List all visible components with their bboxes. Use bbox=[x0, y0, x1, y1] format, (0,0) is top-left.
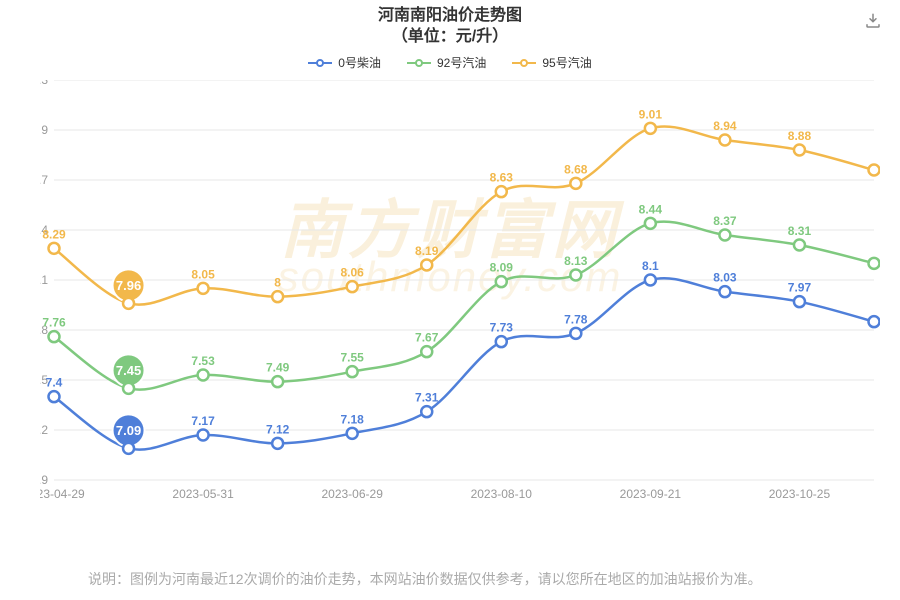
svg-text:7.45: 7.45 bbox=[116, 363, 141, 378]
svg-text:7.31: 7.31 bbox=[415, 391, 439, 405]
legend-label: 95号汽油 bbox=[542, 54, 591, 71]
legend: 0号柴油 92号汽油 95号汽油 bbox=[0, 54, 900, 71]
legend-swatch-diesel0 bbox=[308, 57, 332, 69]
svg-text:8: 8 bbox=[274, 276, 281, 290]
svg-text:9.3: 9.3 bbox=[40, 80, 48, 87]
legend-dot bbox=[316, 59, 324, 67]
svg-text:8.19: 8.19 bbox=[415, 244, 439, 258]
legend-label: 0号柴油 bbox=[338, 54, 381, 71]
svg-text:7.53: 7.53 bbox=[191, 354, 215, 368]
svg-text:2023-05-31: 2023-05-31 bbox=[172, 487, 234, 501]
svg-text:7.76: 7.76 bbox=[42, 316, 66, 330]
svg-text:8.05: 8.05 bbox=[191, 267, 215, 281]
legend-dot bbox=[520, 59, 528, 67]
svg-text:8.1: 8.1 bbox=[40, 273, 48, 287]
svg-text:7.17: 7.17 bbox=[191, 414, 215, 428]
legend-label: 92号汽油 bbox=[437, 54, 486, 71]
chart-title-line2: （单位：元/升） bbox=[0, 27, 900, 48]
chart-title: 河南南阳油价走势图 （单位：元/升） bbox=[0, 0, 900, 48]
svg-text:7.09: 7.09 bbox=[116, 423, 141, 438]
download-icon[interactable] bbox=[864, 12, 882, 30]
legend-swatch-gas92 bbox=[407, 57, 431, 69]
chart-title-line1: 河南南阳油价走势图 bbox=[0, 6, 900, 27]
svg-text:2023-10-25: 2023-10-25 bbox=[769, 487, 831, 501]
svg-text:2023-08-10: 2023-08-10 bbox=[471, 487, 533, 501]
svg-text:8.68: 8.68 bbox=[564, 162, 588, 176]
svg-text:7.2: 7.2 bbox=[40, 423, 48, 437]
svg-text:7.49: 7.49 bbox=[266, 361, 290, 375]
legend-item-gas92[interactable]: 92号汽油 bbox=[407, 54, 486, 71]
svg-text:8.7: 8.7 bbox=[40, 173, 48, 187]
svg-text:8.44: 8.44 bbox=[639, 202, 663, 216]
svg-text:7.67: 7.67 bbox=[415, 331, 439, 345]
legend-item-diesel0[interactable]: 0号柴油 bbox=[308, 54, 381, 71]
svg-text:8.1: 8.1 bbox=[642, 259, 659, 273]
svg-text:6.9: 6.9 bbox=[40, 473, 48, 487]
chart-svg: 6.97.27.57.88.18.48.799.32023-04-292023-… bbox=[40, 80, 880, 510]
svg-text:7.96: 7.96 bbox=[116, 278, 141, 293]
svg-text:9.01: 9.01 bbox=[639, 107, 663, 121]
footer-note: 说明：图例为河南最近12次调价的油价走势，本网站油价数据仅供参考，请以您所在地区… bbox=[60, 568, 860, 590]
svg-text:8.29: 8.29 bbox=[42, 227, 66, 241]
svg-text:8.13: 8.13 bbox=[564, 254, 588, 268]
svg-text:7.18: 7.18 bbox=[341, 412, 365, 426]
svg-text:2023-06-29: 2023-06-29 bbox=[321, 487, 383, 501]
plot-area: 6.97.27.57.88.18.48.799.32023-04-292023-… bbox=[40, 80, 880, 510]
chart-container: 河南南阳油价走势图 （单位：元/升） 0号柴油 92号汽油 bbox=[0, 0, 900, 600]
svg-text:8.94: 8.94 bbox=[713, 119, 737, 133]
svg-text:8.03: 8.03 bbox=[713, 271, 737, 285]
svg-text:7.78: 7.78 bbox=[564, 312, 588, 326]
svg-text:7.12: 7.12 bbox=[266, 422, 290, 436]
svg-text:8.09: 8.09 bbox=[490, 261, 514, 275]
legend-dot bbox=[415, 59, 423, 67]
svg-text:2023-04-29: 2023-04-29 bbox=[40, 487, 85, 501]
svg-text:9: 9 bbox=[41, 123, 48, 137]
svg-text:7.4: 7.4 bbox=[46, 376, 63, 390]
legend-swatch-gas95 bbox=[512, 57, 536, 69]
svg-text:7.55: 7.55 bbox=[341, 351, 365, 365]
svg-text:8.37: 8.37 bbox=[713, 214, 737, 228]
svg-text:8.31: 8.31 bbox=[788, 224, 812, 238]
svg-text:7.97: 7.97 bbox=[788, 281, 812, 295]
svg-text:7.73: 7.73 bbox=[490, 321, 514, 335]
svg-text:8.06: 8.06 bbox=[341, 266, 365, 280]
svg-text:2023-09-21: 2023-09-21 bbox=[620, 487, 682, 501]
svg-text:8.88: 8.88 bbox=[788, 129, 812, 143]
legend-item-gas95[interactable]: 95号汽油 bbox=[512, 54, 591, 71]
svg-text:8.63: 8.63 bbox=[490, 171, 514, 185]
